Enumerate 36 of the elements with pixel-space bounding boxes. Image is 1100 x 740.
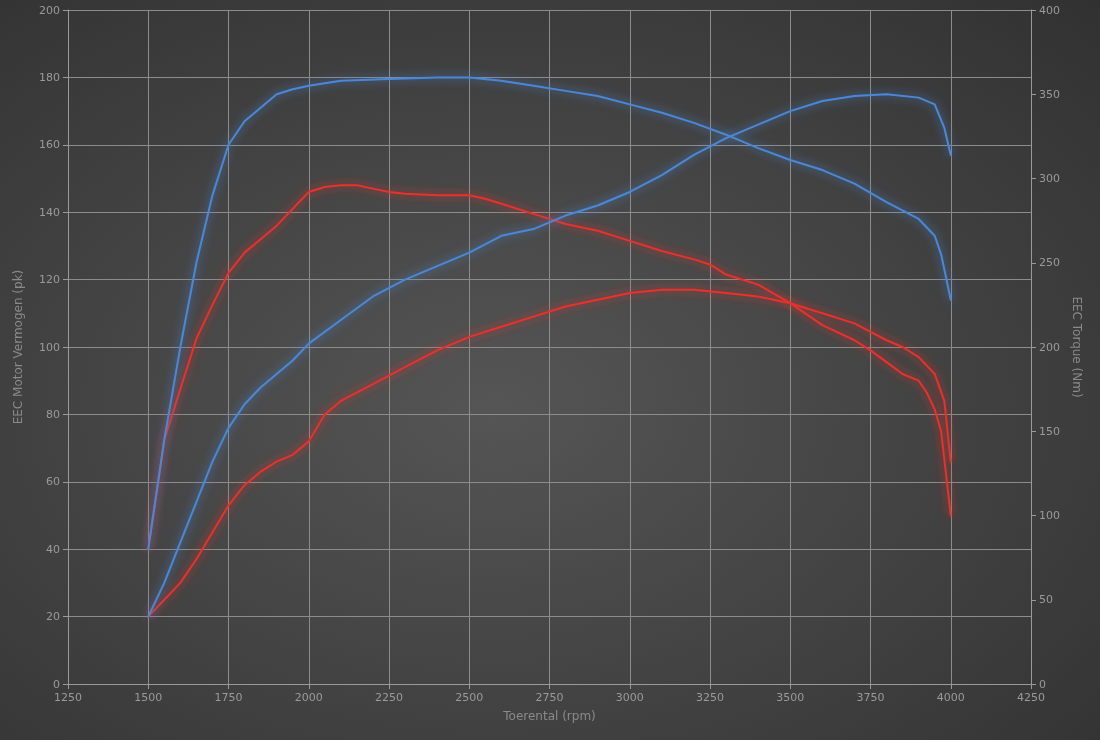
x-tick-label: 1750 <box>214 691 243 704</box>
y-tick-label: 80 <box>46 407 60 421</box>
x-tick-label: 4000 <box>936 691 965 704</box>
x-tick-label: 1500 <box>134 691 163 704</box>
y-tick-label: 40 <box>46 542 60 556</box>
x-tick-label: 2750 <box>535 691 564 704</box>
x-tick-label: 2250 <box>375 691 403 704</box>
y-tick-label: 180 <box>39 70 60 84</box>
y-tick-label: 20 <box>46 610 60 624</box>
x-tick-label: 4250 <box>1017 691 1045 704</box>
y-tick-label: 200 <box>39 3 60 17</box>
x-tick-label: 3750 <box>856 691 885 704</box>
y2-tick-label: 350 <box>1039 87 1060 101</box>
x-tick-label: 3250 <box>696 691 724 704</box>
x-tick-label: 2000 <box>294 691 323 704</box>
y-tick-label: 120 <box>39 273 60 287</box>
y-tick-label: 160 <box>39 138 60 152</box>
y2-tick-label: 150 <box>1039 424 1060 438</box>
x-axis-title: Toerental (rpm) <box>502 709 596 723</box>
y-tick-label: 100 <box>39 340 60 354</box>
x-tick-label: 3000 <box>615 691 644 704</box>
y-tick-label: 140 <box>39 205 60 219</box>
y2-tick-label: 400 <box>1039 3 1060 17</box>
y2-tick-label: 100 <box>1039 509 1060 522</box>
y2-tick-label: 250 <box>1039 256 1060 270</box>
y2-tick-label: 50 <box>1039 593 1053 607</box>
y-tick-label: 0 <box>53 677 60 691</box>
y2-tick-label: 300 <box>1039 172 1060 185</box>
y-tick-label: 60 <box>46 475 60 489</box>
y2-tick-label: 200 <box>1039 340 1060 354</box>
y2-tick-label: 0 <box>1039 677 1046 691</box>
x-tick-label: 1250 <box>54 691 82 704</box>
x-tick-label: 2500 <box>455 691 484 704</box>
y2-axis-title: EEC Torque (Nm) <box>1069 296 1084 398</box>
y-axis-title: EEC Motor Vermogen (pk) <box>11 269 25 425</box>
x-tick-label: 3500 <box>776 691 805 704</box>
